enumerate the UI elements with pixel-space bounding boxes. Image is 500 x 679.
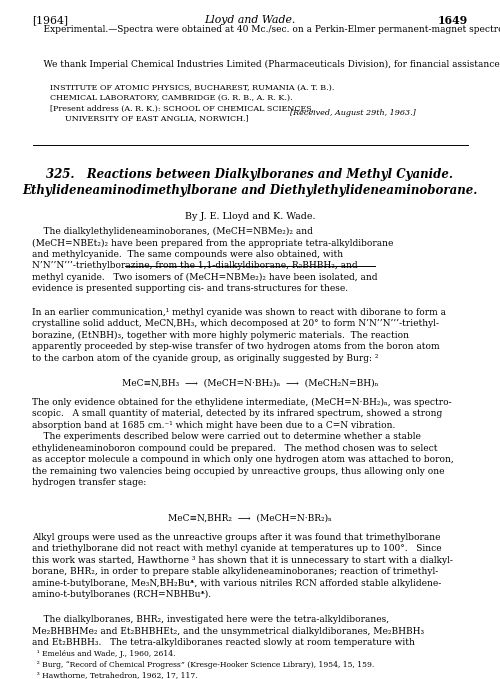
- Text: ¹ Emeléus and Wade, J., 1960, 2614.
  ² Burg, “Record of Chemical Progress” (Kre: ¹ Emeléus and Wade, J., 1960, 2614. ² Bu…: [32, 650, 375, 679]
- Text: We thank Imperial Chemical Industries Limited (Pharmaceuticals Division), for fi: We thank Imperial Chemical Industries Li…: [32, 60, 500, 69]
- Text: Experimental.—Spectra were obtained at 40 Mc./sec. on a Perkin-Elmer permanent-m: Experimental.—Spectra were obtained at 4…: [32, 24, 500, 33]
- Text: By J. E. Lloyd and K. Wade.: By J. E. Lloyd and K. Wade.: [185, 212, 316, 221]
- Text: In an earlier communication,¹ methyl cyanide was shown to react with diborane to: In an earlier communication,¹ methyl cya…: [32, 308, 447, 363]
- Text: Lloyd and Wade.: Lloyd and Wade.: [204, 15, 296, 25]
- Text: Alkyl groups were used as the unreactive groups after it was found that trimethy: Alkyl groups were used as the unreactive…: [32, 533, 454, 600]
- Text: MeC≡N,BH₃  ⟶  (MeCH=N·BH₂)ₙ  ⟶  (MeCH₂N=BH)ₙ: MeC≡N,BH₃ ⟶ (MeCH=N·BH₂)ₙ ⟶ (MeCH₂N=BH)ₙ: [122, 378, 378, 387]
- Text: [1964]: [1964]: [32, 15, 68, 25]
- Text: [Received, August 29th, 1963.]: [Received, August 29th, 1963.]: [290, 109, 416, 117]
- Text: The dialkylethylideneaminoboranes, (MeCH=NBMe₂)₂ and
(MeCH=NBEt₂)₂ have been pre: The dialkylethylideneaminoboranes, (MeCH…: [32, 227, 394, 293]
- Text: The dialkylboranes, BHR₂, investigated here were the tetra-alkyldiboranes,
Me₂BH: The dialkylboranes, BHR₂, investigated h…: [32, 615, 424, 647]
- Text: 1649: 1649: [438, 15, 468, 26]
- Text: INSTITUTE OF ATOMIC PHYSICS, BUCHAREST, RUMANIA (A. T. B.).
CHEMICAL LABORATORY,: INSTITUTE OF ATOMIC PHYSICS, BUCHAREST, …: [50, 84, 335, 122]
- Text: MeC≡N,BHR₂  ⟶  (MeCH=N·BR₂)ₙ: MeC≡N,BHR₂ ⟶ (MeCH=N·BR₂)ₙ: [168, 513, 332, 522]
- Text: 325.   Reactions between Dialkylboranes and Methyl Cyanide.
Ethylideneaminodimet: 325. Reactions between Dialkylboranes an…: [22, 168, 477, 197]
- Text: The only evidence obtained for the ethylidene intermediate, (MeCH=N·BH₂)ₙ, was s: The only evidence obtained for the ethyl…: [32, 398, 454, 487]
